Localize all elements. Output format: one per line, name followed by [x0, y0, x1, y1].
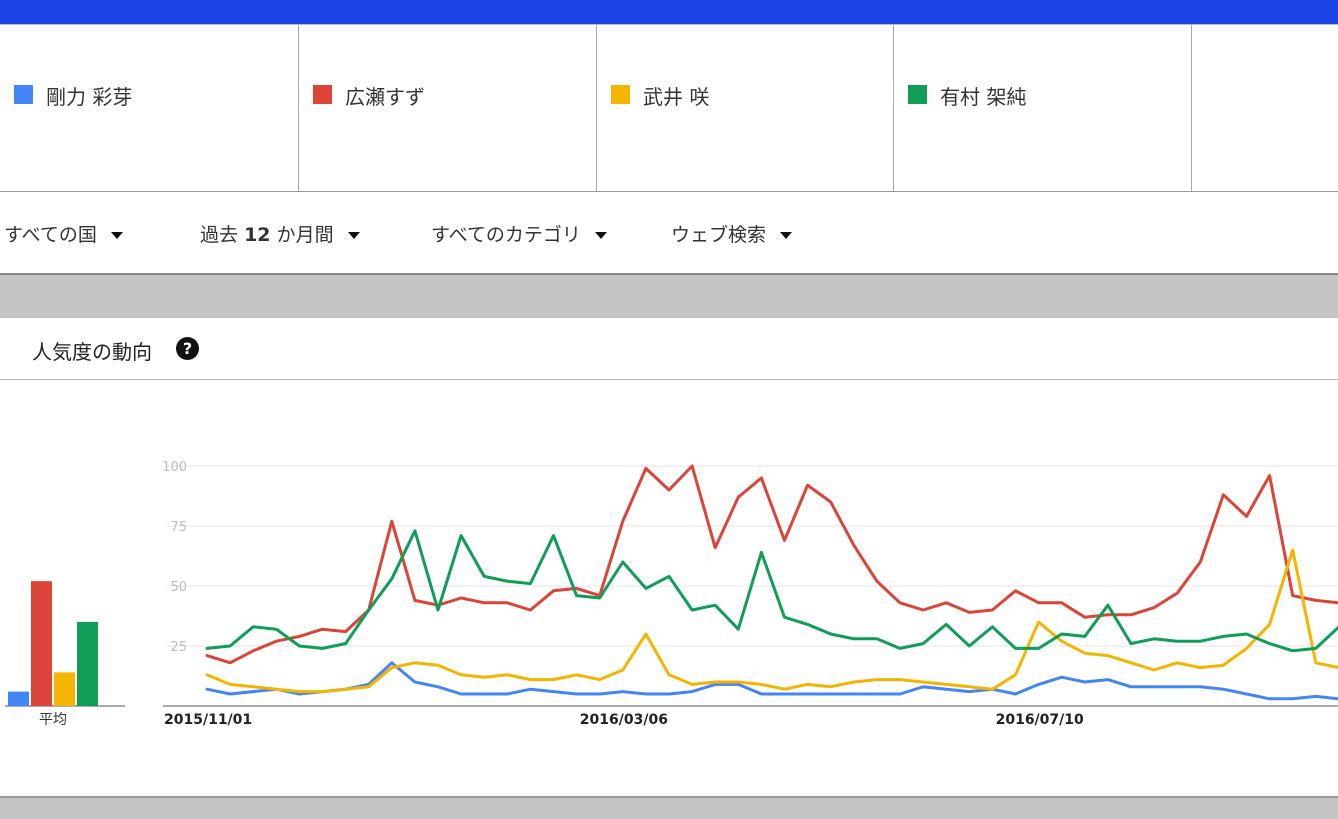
- chevron-down-icon: [110, 232, 123, 239]
- period-suffix: か月間: [276, 224, 334, 246]
- period-prefix: 過去: [200, 224, 239, 246]
- interest-chart: 25 50 75 100 2015/11/01 2016/03/06 2016/07/10 平…: [5, 460, 1338, 728]
- chevron-down-icon: [347, 232, 360, 239]
- add-term-card[interactable]: [1192, 25, 1338, 191]
- series-line-3: [205, 548, 1338, 694]
- term-1-color-swatch: [14, 85, 33, 104]
- series-line-4: [205, 529, 1338, 653]
- period-number: 12: [244, 224, 271, 246]
- x-tick-label: 2015/11/01: [164, 712, 252, 728]
- category-dropdown[interactable]: すべてのカテゴリ: [431, 220, 607, 247]
- category-dropdown-label: すべてのカテゴリ: [431, 224, 581, 246]
- term-2-color-swatch: [313, 85, 332, 104]
- term-4-label: 有村 架純: [940, 85, 1027, 109]
- term-card-3[interactable]: 武井 咲: [597, 25, 894, 191]
- x-tick-label: 2016/07/10: [996, 712, 1084, 728]
- y-tick-label: 75: [170, 520, 187, 535]
- average-bar-1: [8, 691, 29, 706]
- top-app-bar: [0, 0, 1338, 24]
- search-type-dropdown-label: ウェブ検索: [671, 224, 767, 246]
- region-dropdown-label: すべての国: [4, 224, 97, 246]
- average-bar-4: [77, 622, 98, 706]
- series-line-2: [205, 464, 1338, 665]
- chevron-down-icon: [780, 232, 793, 239]
- term-card-1[interactable]: 剛力 彩芽: [0, 25, 299, 191]
- y-tick-label: 25: [170, 640, 187, 655]
- term-1-label: 剛力 彩芽: [46, 85, 133, 109]
- term-4-color-swatch: [908, 85, 927, 104]
- term-2-label: 広瀬すず: [345, 85, 425, 109]
- y-tick-label: 100: [162, 460, 187, 475]
- average-bar-3: [54, 672, 75, 706]
- y-tick-label: 50: [170, 580, 187, 595]
- averages-label: 平均: [39, 712, 67, 728]
- card-title: 人気度の動向: [32, 340, 152, 364]
- x-tick-label: 2016/03/06: [580, 712, 668, 728]
- chevron-down-icon: [594, 232, 607, 239]
- average-bar-2: [31, 581, 52, 706]
- compare-terms-bar: 剛力 彩芽 広瀬すず 武井 咲 有村 架純: [0, 24, 1338, 192]
- period-dropdown[interactable]: 過去 12 か月間: [200, 220, 360, 247]
- term-card-4[interactable]: 有村 架純: [894, 25, 1192, 191]
- term-3-label: 武井 咲: [643, 85, 710, 109]
- interest-over-time-card: 人気度の動向 ? 25 50 75 100 2015/11/01 2016/03/06 20…: [0, 318, 1338, 798]
- filter-bar: すべての国 過去 12 か月間 すべてのカテゴリ ウェブ検索: [0, 192, 1338, 275]
- search-type-dropdown[interactable]: ウェブ検索: [671, 220, 793, 247]
- term-card-2[interactable]: 広瀬すず: [299, 25, 597, 191]
- region-dropdown[interactable]: すべての国: [4, 220, 123, 247]
- term-3-color-swatch: [611, 85, 630, 104]
- help-icon[interactable]: ?: [176, 337, 199, 360]
- card-header: 人気度の動向 ?: [0, 318, 1338, 380]
